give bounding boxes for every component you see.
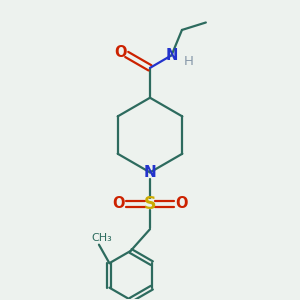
Text: O: O <box>114 45 126 60</box>
Text: O: O <box>112 196 125 211</box>
Text: O: O <box>175 196 188 211</box>
Text: N: N <box>165 48 178 63</box>
Text: CH₃: CH₃ <box>92 233 112 243</box>
Text: S: S <box>144 195 156 213</box>
Text: N: N <box>144 165 156 180</box>
Text: H: H <box>184 56 194 68</box>
